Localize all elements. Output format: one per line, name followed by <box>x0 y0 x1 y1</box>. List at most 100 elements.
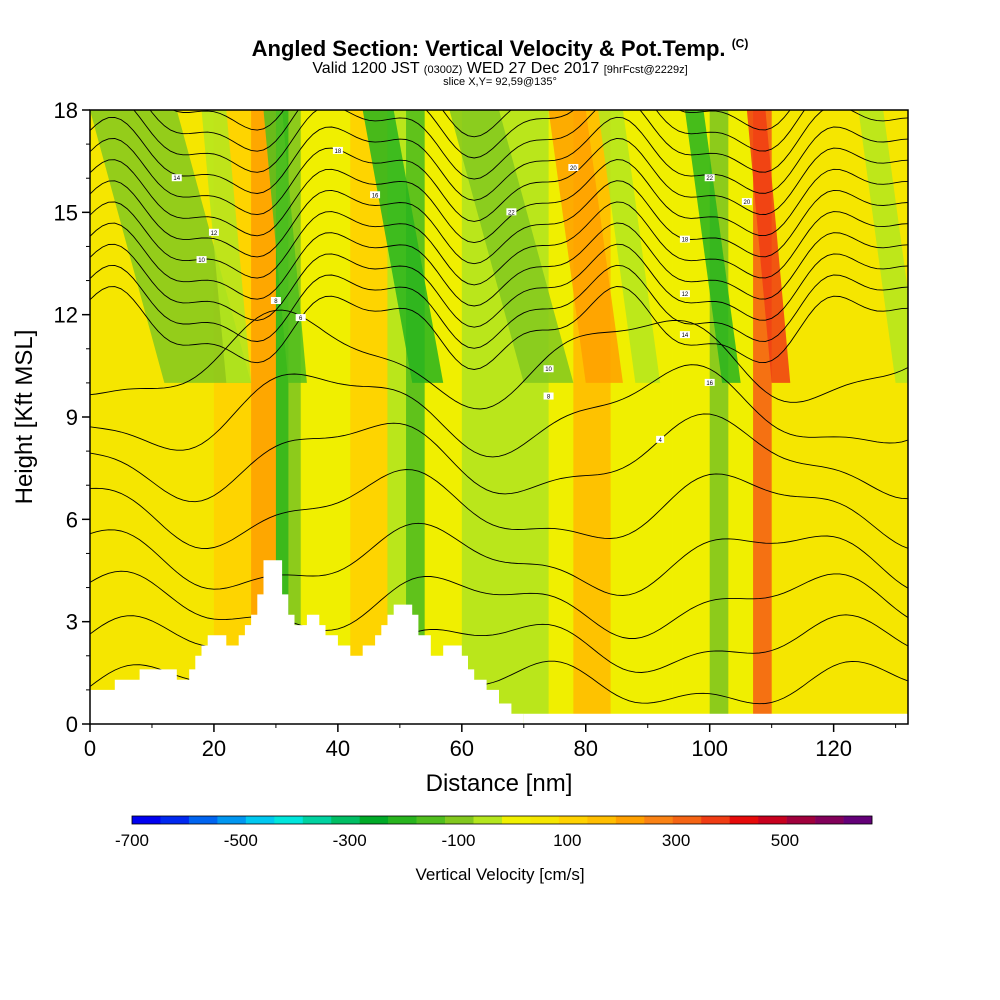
colorbar-tick-label-0: -700 <box>115 831 149 850</box>
isentrope-lower-5 <box>90 413 908 503</box>
isentrope-upper-9 <box>133 110 908 180</box>
isentrope-upper-2 <box>90 243 908 328</box>
y-tick-label-3: 9 <box>66 405 78 430</box>
isentrope-upper-5 <box>90 180 908 265</box>
colorbar-swatch-11 <box>445 816 474 824</box>
y-axis: 0 3 6 9 12 15 18 <box>54 98 90 737</box>
isentrope-label-bg-3 <box>208 228 219 236</box>
isentrope-lower-7 <box>90 309 908 410</box>
isentrope-upper-4 <box>90 201 908 286</box>
isentrope-label-2: 10 <box>198 258 205 264</box>
isentrope-label-bg-13 <box>704 378 715 386</box>
isentrope-label-bg-lower-5 <box>656 435 665 443</box>
isentrope-label-11: 12 <box>682 292 689 298</box>
velocity-field <box>90 110 908 724</box>
isentrope-upper-7 <box>90 137 908 222</box>
terrain <box>90 560 908 724</box>
colorbar-tick-label-6: 500 <box>771 831 799 850</box>
isentrope-label-6: 18 <box>335 149 342 155</box>
isentrope-label-bg-7 <box>568 163 579 171</box>
title-mark: (C) <box>731 36 749 51</box>
colorbar-swatch-20 <box>701 816 730 824</box>
isentrope-label-bg-16 <box>704 174 715 182</box>
colorbar-swatch-8 <box>359 816 389 824</box>
colorbar-swatch-25 <box>843 816 873 824</box>
isentrope-label-bg-5 <box>370 191 381 199</box>
chart-subtitle: Valid 1200 JST (0300Z) WED 27 Dec 2017 [… <box>0 60 1000 78</box>
isentrope-label-bg-0 <box>295 314 306 322</box>
colorbar-swatch-12 <box>473 816 503 824</box>
y-tick-label-0: 0 <box>66 712 78 737</box>
isentrope-label-15: 20 <box>744 200 751 206</box>
colorbar-swatch-7 <box>331 816 360 824</box>
isentrope-label-bg-15 <box>741 198 752 206</box>
subtitle-utc: (0300Z) <box>423 64 463 76</box>
colorbar-swatch-17 <box>615 816 645 824</box>
plot-area: 4 6 8 10 12 14 16 18 20 22 10 8 12 14 16 18 20 22 <box>90 110 908 724</box>
isentrope-label-bg-1 <box>270 297 281 305</box>
colorbar-tick-label-4: 100 <box>553 831 581 850</box>
x-axis-label: Distance [nm] <box>426 770 573 797</box>
upper-velocity-band-9 <box>858 110 908 383</box>
isentrope-label-12: 14 <box>682 333 689 339</box>
isentrope-label-10: 8 <box>547 395 551 401</box>
isentrope-label-bg-2 <box>196 256 207 264</box>
colorbar-swatch-3 <box>217 816 247 824</box>
slice-label: slice X,Y= 92,59@135° <box>443 76 557 88</box>
colorbar-swatch-2 <box>188 816 218 824</box>
y-tick-label-5: 15 <box>54 200 78 225</box>
subtitle-forecast: [9hrFcst@2229z] <box>603 64 688 76</box>
x-tick-label-4: 80 <box>574 736 598 761</box>
upper-velocity-band-8 <box>746 110 791 383</box>
isentrope-label-8: 22 <box>508 210 515 216</box>
x-tick-label-3: 60 <box>450 736 474 761</box>
isentrope-upper-6 <box>90 159 908 244</box>
colorbar-swatch-10 <box>416 816 446 824</box>
x-tick-label-5: 100 <box>691 736 728 761</box>
x-tick-label-6: 120 <box>815 736 852 761</box>
colorbar-tick-label-5: 300 <box>662 831 690 850</box>
isentrope-label-lower-5: 4 <box>658 438 662 444</box>
isentrope-upper-1 <box>90 264 908 349</box>
colorbar-frame <box>131 815 873 825</box>
colorbar-swatch-13 <box>502 816 531 824</box>
colorbar-tick-label-1: -500 <box>224 831 258 850</box>
isentrope-label-bg-9 <box>543 365 554 373</box>
upper-velocity-band-5 <box>548 110 623 383</box>
colorbar-swatch-23 <box>786 816 816 824</box>
isentrope-label-7: 20 <box>570 166 577 172</box>
colorbar-swatch-19 <box>672 816 702 824</box>
isentrope-label-4: 14 <box>173 176 180 182</box>
x-tick-label-2: 40 <box>326 736 350 761</box>
terrain-shape <box>90 560 524 724</box>
isentrope-label-3: 12 <box>211 231 218 237</box>
colorbar-swatch-14 <box>530 816 560 824</box>
terrain-low-strip <box>523 713 908 724</box>
title-text: Angled Section: Vertical Velocity & Pot.… <box>251 36 726 61</box>
isentrope-label-bg-8 <box>506 208 517 216</box>
isentrope-lower-6 <box>90 364 908 458</box>
colorbar-label: Vertical Velocity [cm/s] <box>415 865 584 884</box>
y-tick-label-2: 6 <box>66 507 78 532</box>
isentrope-label-1: 8 <box>274 299 278 305</box>
colorbar-swatch-6 <box>302 816 332 824</box>
isentrope-upper-0 <box>90 286 908 370</box>
upper-velocity-band-6 <box>598 110 661 383</box>
colorbar-swatch-18 <box>644 816 674 824</box>
isentrope-lower-2 <box>90 570 908 639</box>
chart-title: Angled Section: Vertical Velocity & Pot.… <box>0 36 1000 62</box>
isentrope-upper-11 <box>172 110 791 138</box>
isentrope-label-0: 6 <box>299 316 303 322</box>
upper-velocity-band-0 <box>90 110 252 383</box>
isentrope-label-13: 16 <box>706 381 713 387</box>
isentrope-label-bg-12 <box>679 331 690 339</box>
x-axis: 0 20 40 60 80 100 120 <box>84 724 897 761</box>
isentrope-label-bg-6 <box>332 146 343 154</box>
isentrope-labels: 4 6 8 10 12 14 16 18 20 22 10 8 12 14 16 18 20 22 <box>171 146 752 444</box>
isentrope-label-bg-11 <box>679 290 690 298</box>
velocity-band-9 <box>424 110 463 724</box>
isentropes <box>90 110 908 714</box>
isentrope-label-16: 22 <box>706 176 713 182</box>
isentrope-upper-8 <box>90 116 908 201</box>
